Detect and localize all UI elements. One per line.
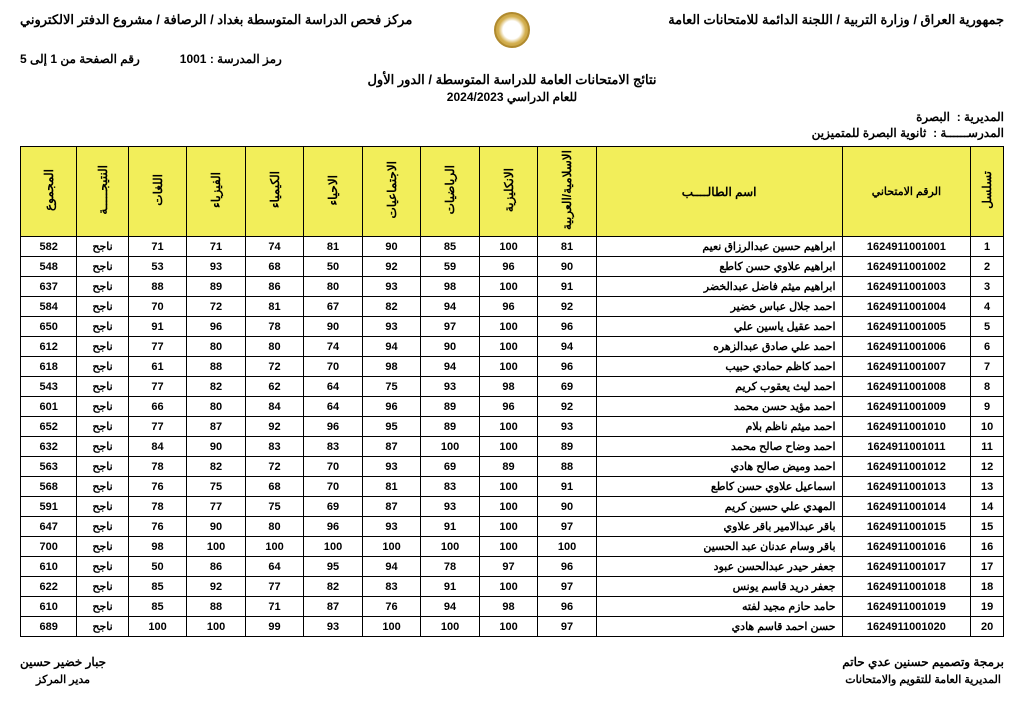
student-name-cell: احمد وميض صالح هادي — [596, 457, 842, 477]
table-row: 91624911001009احمد مؤيد حسن محمد92968996… — [21, 397, 1004, 417]
student-name-cell: ابراهيم علاوي حسن كاطع — [596, 257, 842, 277]
student-name-cell: احمد ليث يعقوب كريم — [596, 377, 842, 397]
table-row: 51624911001005احمد عقيل ياسين علي9610097… — [21, 317, 1004, 337]
col-total: المجموع — [42, 169, 56, 211]
student-name-cell: احمد ميثم ناظم بلام — [596, 417, 842, 437]
student-name-cell: جعفر حيدر عبدالحسن عبود — [596, 557, 842, 577]
student-name-cell: حامد حازم مجيد لفته — [596, 597, 842, 617]
col-english: الانكليزية — [502, 168, 516, 212]
col-student-name: اسم الطالــــب — [596, 147, 842, 237]
results-table: تسلسل الرقم الامتحاني اسم الطالــــب الا… — [20, 146, 1004, 637]
table-header-row: تسلسل الرقم الامتحاني اسم الطالــــب الا… — [21, 147, 1004, 237]
table-row: 31624911001003ابراهيم ميثم فاضل عبدالخضر… — [21, 277, 1004, 297]
student-name-cell: احمد علي صادق عبدالزهره — [596, 337, 842, 357]
student-name-cell: حسن احمد قاسم هادي — [596, 617, 842, 637]
table-row: 141624911001014المهدي علي حسين كريم90100… — [21, 497, 1004, 517]
table-row: 181624911001018جعفر دريد قاسم يونس971009… — [21, 577, 1004, 597]
table-row: 61624911001006احمد علي صادق عبدالزهره941… — [21, 337, 1004, 357]
school-code-label: رمز المدرسة : — [210, 52, 282, 66]
table-row: 151624911001015باقر عبدالامير باقر علاوي… — [21, 517, 1004, 537]
table-row: 171624911001017جعفر حيدر عبدالحسن عبود96… — [21, 557, 1004, 577]
student-name-cell: المهدي علي حسين كريم — [596, 497, 842, 517]
table-row: 11624911001001ابراهيم حسين عبدالرزاق نعي… — [21, 237, 1004, 257]
directorate-row: المديرية : البصرة — [20, 110, 1004, 124]
col-seq: تسلسل — [980, 171, 994, 209]
page-range: رقم الصفحة من 1 إلى 5 — [20, 52, 140, 66]
table-row: 81624911001008احمد ليث يعقوب كريم6998937… — [21, 377, 1004, 397]
table-row: 201624911001020حسن احمد قاسم هادي9710010… — [21, 617, 1004, 637]
header-org-left: مركز فحص الدراسة المتوسطة بغداد / الرصاف… — [20, 12, 486, 28]
student-name-cell: احمد مؤيد حسن محمد — [596, 397, 842, 417]
header-top: جمهورية العراق / وزارة التربية / اللجنة … — [20, 12, 1004, 48]
iraq-emblem-icon — [494, 12, 530, 48]
footer-right-name: برمجة وتصميم حسنين عدي حاتم — [842, 655, 1004, 669]
school-row: المدرســــــة : ثانوية البصرة للمتميزين — [20, 126, 1004, 140]
student-name-cell: جعفر دريد قاسم يونس — [596, 577, 842, 597]
table-row: 191624911001019حامد حازم مجيد لفته969894… — [21, 597, 1004, 617]
table-body: 11624911001001ابراهيم حسين عبدالرزاق نعي… — [21, 237, 1004, 637]
col-math: الرياضيات — [443, 165, 457, 214]
table-row: 161624911001016باقر وسام عدنان عبد الحسي… — [21, 537, 1004, 557]
header-org-right: جمهورية العراق / وزارة التربية / اللجنة … — [538, 12, 1004, 28]
table-row: 101624911001010احمد ميثم ناظم بلام931008… — [21, 417, 1004, 437]
sub-header: رمز المدرسة : 1001 رقم الصفحة من 1 إلى 5 — [20, 52, 1004, 66]
academic-year: للعام الدراسي 2024/2023 — [20, 90, 1004, 104]
col-islamic: الاسلامية/العربية — [560, 150, 574, 230]
student-name-cell: ابراهيم ميثم فاضل عبدالخضر — [596, 277, 842, 297]
student-name-cell: احمد عقيل ياسين علي — [596, 317, 842, 337]
col-exam-no: الرقم الامتحاني — [842, 147, 971, 237]
student-name-cell: احمد وضاح صالح محمد — [596, 437, 842, 457]
footer-left-name: جبار خضير حسين — [20, 655, 106, 669]
footer: برمجة وتصميم حسنين عدي حاتم المديرية الع… — [20, 655, 1004, 686]
student-name-cell: احمد كاظم حمادي حبيب — [596, 357, 842, 377]
table-row: 41624911001004احمد جلال عباس خضير9296948… — [21, 297, 1004, 317]
col-biology: الاحياء — [326, 175, 340, 206]
col-chemistry: الكيمياء — [268, 171, 282, 208]
table-row: 131624911001013اسماعيل علاوي حسن كاطع911… — [21, 477, 1004, 497]
col-physics: الفيزياء — [209, 172, 223, 208]
table-row: 121624911001012احمد وميض صالح هادي888969… — [21, 457, 1004, 477]
student-name-cell: باقر عبدالامير باقر علاوي — [596, 517, 842, 537]
table-row: 21624911001002ابراهيم علاوي حسن كاطع9096… — [21, 257, 1004, 277]
col-french: اللغات — [151, 174, 165, 206]
school-code: 1001 — [180, 52, 207, 66]
student-name-cell: ابراهيم حسين عبدالرزاق نعيم — [596, 237, 842, 257]
col-social: الاجتماعيات — [385, 161, 399, 219]
student-name-cell: احمد جلال عباس خضير — [596, 297, 842, 317]
table-row: 71624911001007احمد كاظم حمادي حبيب961009… — [21, 357, 1004, 377]
col-result: النتيجـــــة — [96, 165, 110, 215]
table-row: 111624911001011احمد وضاح صالح محمد891001… — [21, 437, 1004, 457]
student-name-cell: اسماعيل علاوي حسن كاطع — [596, 477, 842, 497]
footer-left-sub: مدير المركز — [20, 673, 106, 686]
footer-right-sub: المديرية العامة للتقويم والامتحانات — [842, 673, 1004, 686]
student-name-cell: باقر وسام عدنان عبد الحسين — [596, 537, 842, 557]
doc-title: نتائج الامتحانات العامة للدراسة المتوسطة… — [20, 72, 1004, 88]
